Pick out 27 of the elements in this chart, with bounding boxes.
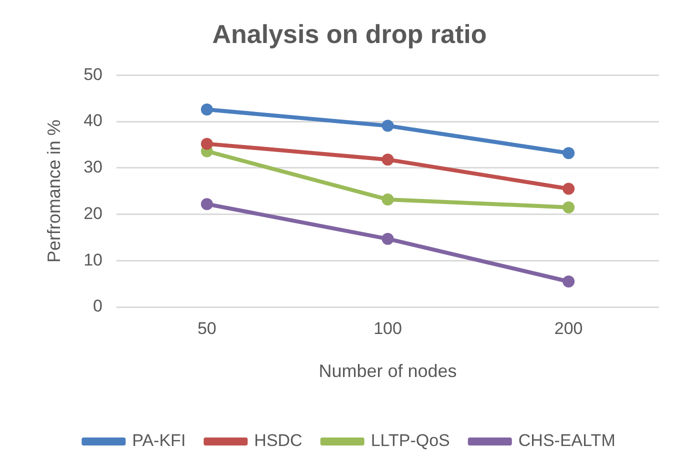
x-tick-label: 100 <box>374 318 402 338</box>
y-axis-title: Perfromance in % <box>44 120 64 263</box>
x-tick-label: 50 <box>197 318 216 338</box>
point <box>382 120 394 132</box>
point <box>562 276 575 288</box>
point <box>382 193 394 206</box>
point <box>562 182 575 195</box>
chart-title: Analysis on drop ratio <box>212 18 487 49</box>
y-tick-label: 10 <box>84 250 103 270</box>
legend-label: PA-KFI <box>132 431 186 450</box>
legend-label: HSDC <box>254 431 302 450</box>
point <box>562 201 575 214</box>
point <box>382 154 394 166</box>
y-tick-label: 50 <box>84 64 103 84</box>
y-tick-label: 40 <box>84 111 103 130</box>
point <box>200 198 213 210</box>
x-tick-label: 200 <box>554 318 583 338</box>
y-tick-label: 0 <box>93 296 103 316</box>
point <box>200 104 213 116</box>
point <box>382 232 394 245</box>
point <box>562 147 575 160</box>
point <box>200 138 213 150</box>
y-tick-label: 30 <box>84 158 103 177</box>
legend-label: LLTP-QoS <box>370 431 450 450</box>
y-tick-label: 20 <box>84 204 103 223</box>
legend-label: CHS-EALTM <box>518 431 616 450</box>
x-axis-title: Number of nodes <box>318 361 457 382</box>
